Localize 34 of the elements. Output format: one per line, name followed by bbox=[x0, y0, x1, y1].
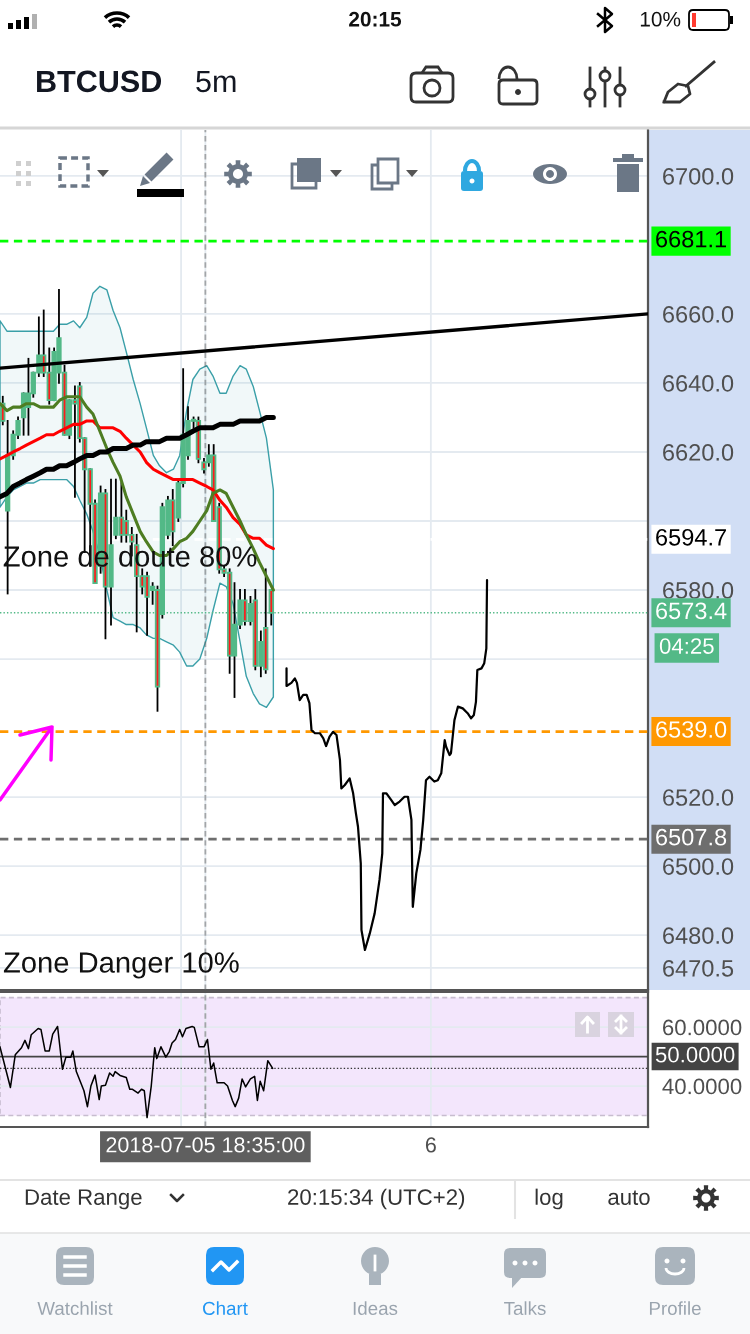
text: Ideas bbox=[353, 1301, 398, 1316]
ref-line-label: 6507.8 bbox=[656, 828, 727, 846]
text: Talks bbox=[504, 1301, 546, 1316]
y-tick-label: 6620.0 bbox=[663, 444, 734, 461]
text: Date Range bbox=[25, 1189, 142, 1210]
y-tick-label: 6520.0 bbox=[663, 789, 734, 806]
text: 04:25 bbox=[659, 638, 714, 654]
ref-line-label: 50.0000 bbox=[655, 1046, 735, 1063]
x-tick-label: 6 bbox=[425, 1137, 436, 1153]
text: 20:15 bbox=[349, 11, 402, 27]
y-tick-label: 6700.0 bbox=[663, 167, 734, 185]
y-tick-label: 60.0000 bbox=[663, 1019, 742, 1036]
y-tick-label: 6470.5 bbox=[663, 959, 734, 977]
text: log bbox=[535, 1188, 563, 1210]
chart-title: BTCUSD bbox=[37, 70, 162, 93]
text: 20:15:34 (UTC+2) bbox=[288, 1188, 465, 1210]
x-tick-label: 2018-07-05 18:35:00 bbox=[106, 1137, 305, 1153]
y-tick-label: 6480.0 bbox=[663, 927, 734, 944]
text: Watchlist bbox=[37, 1301, 113, 1316]
text: Profile bbox=[649, 1301, 701, 1316]
ref-line-label: 6573.4 bbox=[656, 602, 727, 620]
y-tick-label: 6580.0 bbox=[663, 582, 734, 599]
annotation: Zone Danger 10% bbox=[3, 952, 239, 979]
y-tick-label: 6500.0 bbox=[663, 858, 734, 875]
text: Chart bbox=[203, 1301, 248, 1316]
ref-line-label: 6539.0 bbox=[656, 721, 727, 738]
y-tick-label: 6640.0 bbox=[663, 375, 734, 392]
text: auto bbox=[608, 1190, 650, 1205]
chart-subtitle: 5m bbox=[196, 70, 236, 93]
y-tick-label: 40.0000 bbox=[662, 1078, 742, 1095]
ref-line-label: 6594.7 bbox=[656, 528, 726, 546]
ref-line-label: 6681.1 bbox=[656, 230, 727, 248]
y-tick-label: 6660.0 bbox=[663, 306, 734, 323]
text: 10% bbox=[640, 11, 681, 27]
